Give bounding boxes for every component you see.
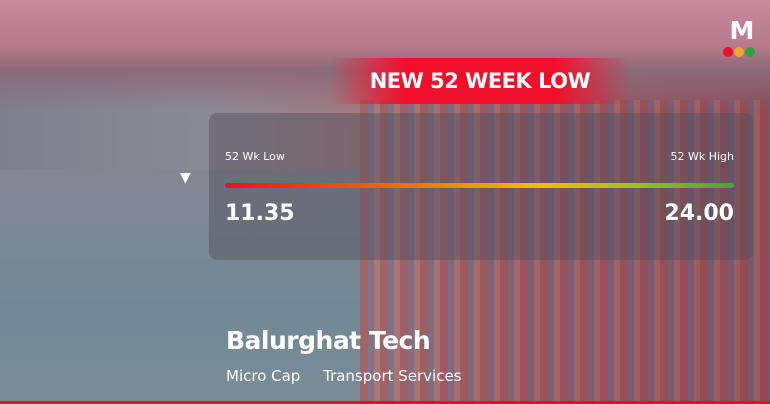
high-value: 24.00	[664, 201, 734, 226]
stock-tags: Micro Cap Transport Services	[226, 367, 480, 385]
range-panel: 52 Wk Low 52 Wk High 11.35 24.00	[209, 113, 753, 260]
tag-sector: Transport Services	[323, 367, 462, 385]
logo-dot-green	[745, 47, 755, 57]
logo-letter: M	[729, 16, 755, 45]
logo: M	[723, 16, 761, 61]
down-triangle-icon: ▼	[180, 170, 191, 186]
tag-market-cap: Micro Cap	[226, 367, 301, 385]
logo-dot-red	[723, 47, 733, 57]
range-bar	[225, 183, 734, 188]
banner-title: NEW 52 WEEK LOW	[330, 58, 630, 104]
bottom-accent-line	[0, 401, 770, 404]
low-label: 52 Wk Low	[225, 150, 285, 163]
background-port	[360, 100, 770, 404]
background-water	[0, 170, 360, 404]
low-value: 11.35	[225, 201, 295, 226]
logo-dot-orange	[734, 47, 744, 57]
high-label: 52 Wk High	[670, 150, 734, 163]
stock-name: Balurghat Tech	[226, 326, 431, 355]
